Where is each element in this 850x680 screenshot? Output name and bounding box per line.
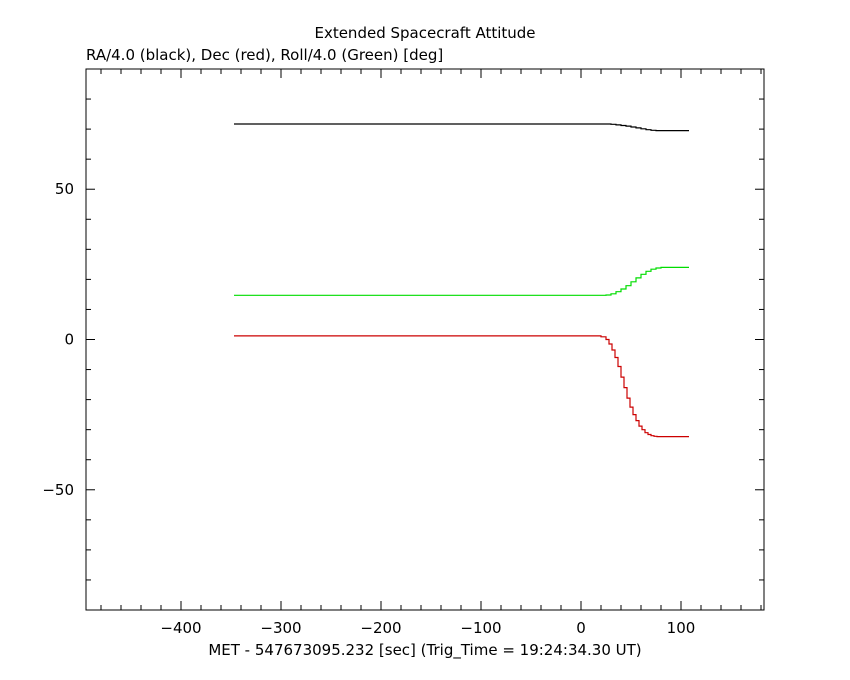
y-tick-label: 0 bbox=[64, 331, 74, 349]
x-tick-label: 0 bbox=[576, 619, 586, 637]
y-tick-label: −50 bbox=[42, 481, 74, 499]
plot-frame bbox=[85, 68, 765, 611]
x-tick-label: −200 bbox=[360, 619, 401, 637]
x-tick-label: −300 bbox=[260, 619, 301, 637]
x-axis-label: MET - 547673095.232 [sec] (Trig_Time = 1… bbox=[208, 641, 641, 660]
tick-labels: −400 −300 −200 −100 0 100 −50 0 50 bbox=[42, 180, 695, 637]
y-tick-label: 50 bbox=[55, 180, 74, 198]
series-line-2 bbox=[234, 266, 689, 296]
axis-ticks bbox=[86, 69, 764, 610]
series-lines bbox=[234, 123, 689, 438]
y-axis-label: RA/4.0 (black), Dec (red), Roll/4.0 (Gre… bbox=[86, 46, 443, 64]
x-tick-label: 100 bbox=[667, 619, 696, 637]
x-tick-label: −400 bbox=[160, 619, 201, 637]
series-line-1 bbox=[234, 335, 689, 438]
x-tick-label: −100 bbox=[460, 619, 501, 637]
chart-title: Extended Spacecraft Attitude bbox=[314, 24, 535, 42]
series-line-0 bbox=[234, 123, 689, 132]
